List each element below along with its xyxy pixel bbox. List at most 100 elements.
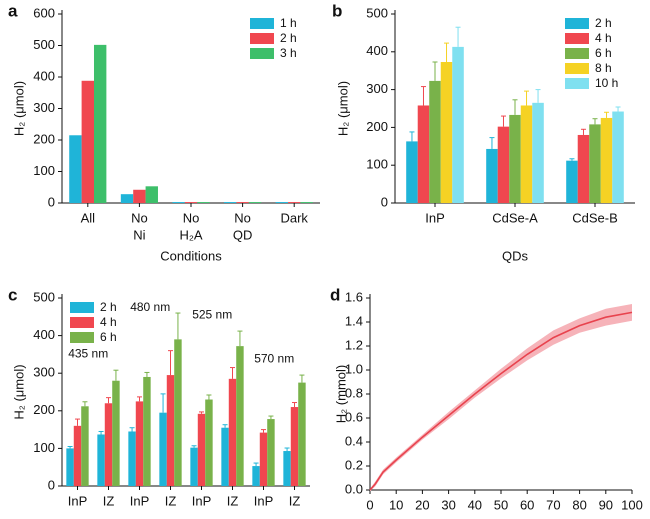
panel-label: a [8, 1, 18, 20]
bar [104, 403, 113, 486]
legend-swatch [565, 48, 589, 59]
annotation: 480 nm [130, 300, 170, 314]
y-tick-label: 400 [33, 327, 55, 342]
bar [197, 413, 206, 486]
bar [159, 412, 167, 486]
x-tick-label: 60 [520, 497, 534, 512]
annotation: 525 nm [192, 307, 232, 321]
x-tick-label: 90 [599, 497, 613, 512]
bar [440, 62, 453, 204]
bar [298, 382, 306, 486]
bar [112, 380, 120, 486]
x-tick-label: 0 [366, 497, 373, 512]
x-tick-label: No [234, 210, 251, 225]
y-tick-label: 100 [366, 157, 388, 172]
legend-label: 10 h [595, 76, 618, 90]
y-tick-label: 200 [366, 119, 388, 134]
x-axis-label: Conditions [160, 248, 222, 263]
y-tick-label: 0.4 [345, 433, 363, 448]
y-axis-label: H₂ (μmol) [11, 81, 26, 136]
legend-label: 2 h [595, 16, 612, 30]
x-tick-label: 30 [441, 497, 455, 512]
bar [128, 431, 136, 486]
y-tick-label: 600 [33, 5, 55, 20]
x-tick-label: CdSe-A [492, 210, 538, 225]
legend-label: 8 h [595, 61, 612, 75]
x-tick-label: No [131, 210, 148, 225]
panel-label: c [8, 285, 17, 304]
bar [73, 425, 82, 486]
x-tick-label: Ni [133, 227, 145, 242]
y-tick-label: 100 [33, 163, 55, 178]
bar [120, 194, 134, 203]
x-tick-label: All [81, 210, 96, 225]
bar [300, 202, 313, 203]
legend-swatch [565, 78, 589, 89]
legend-swatch [70, 317, 94, 328]
y-tick-label: 0 [48, 477, 55, 492]
legend-label: 2 h [280, 31, 297, 45]
y-tick-label: 400 [33, 68, 55, 83]
bar [577, 134, 590, 203]
y-tick-label: 0.6 [345, 409, 363, 424]
legend-swatch [565, 33, 589, 44]
bar [190, 447, 198, 486]
bar [252, 466, 260, 486]
legend-swatch [565, 63, 589, 74]
bar [236, 202, 249, 203]
x-tick-label: InP [254, 493, 274, 508]
bar [197, 202, 210, 203]
legend-label: 2 h [100, 300, 117, 314]
y-tick-label: 1.0 [345, 361, 363, 376]
x-tick-label: H₂A [179, 227, 202, 242]
bar [497, 126, 510, 203]
y-tick-label: 1.4 [345, 313, 363, 328]
x-tick-label: 20 [415, 497, 429, 512]
x-tick-label: Dark [280, 210, 308, 225]
y-tick-label: 100 [33, 440, 55, 455]
bar [532, 102, 544, 203]
x-tick-label: 40 [468, 497, 482, 512]
y-tick-label: 500 [33, 289, 55, 304]
x-tick-label: CdSe-B [572, 210, 618, 225]
bar [205, 399, 213, 486]
y-tick-label: 400 [366, 43, 388, 58]
legend-swatch [250, 33, 274, 44]
bar [236, 346, 244, 486]
legend-label: 4 h [595, 31, 612, 45]
legend-label: 4 h [100, 315, 117, 329]
annotation: 570 nm [254, 351, 294, 365]
bar [248, 202, 262, 203]
annotation: 435 nm [68, 346, 108, 360]
y-tick-label: 300 [33, 100, 55, 115]
legend-label: 6 h [100, 330, 117, 344]
y-tick-label: 500 [366, 5, 388, 20]
legend-label: 1 h [280, 16, 297, 30]
y-axis-label: H₂ (μmol) [11, 364, 26, 419]
y-tick-label: 200 [33, 131, 55, 146]
bar [429, 80, 441, 203]
y-tick-label: 300 [366, 81, 388, 96]
y-tick-label: 1.6 [345, 289, 363, 304]
bar [417, 105, 430, 203]
bar [259, 432, 268, 486]
bar [283, 451, 291, 486]
y-tick-label: 0.2 [345, 457, 363, 472]
x-tick-label: 10 [389, 497, 403, 512]
bar [221, 427, 229, 486]
bar [589, 124, 601, 203]
x-tick-label: InP [130, 493, 150, 508]
x-tick-label: 70 [546, 497, 560, 512]
y-tick-label: 300 [33, 365, 55, 380]
y-tick-label: 200 [33, 402, 55, 417]
x-tick-label: QD [233, 227, 253, 242]
bar [224, 202, 237, 203]
bar [520, 105, 533, 203]
bar [600, 117, 613, 203]
x-tick-label: InP [425, 210, 445, 225]
bar [184, 202, 198, 203]
bar [452, 46, 464, 203]
bar [228, 378, 237, 486]
x-tick-label: No [183, 210, 200, 225]
